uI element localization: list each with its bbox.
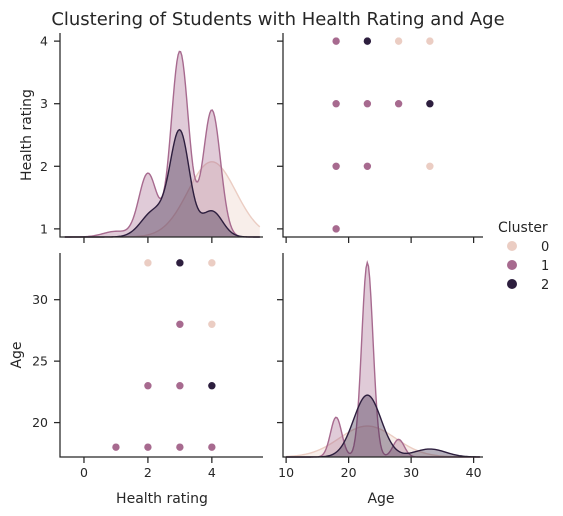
tick-label: 40 [466, 465, 482, 480]
scatter-point [111, 442, 121, 452]
scatter-point [143, 381, 153, 391]
scatter-point [207, 319, 217, 329]
scatter-point [207, 381, 217, 391]
scatter-point [363, 99, 372, 109]
y-axis-label-age: Age [9, 341, 25, 368]
panel-health-vs-age-bottom [111, 258, 217, 452]
scatter-point [331, 224, 341, 234]
panel-health-density [64, 50, 261, 238]
legend-label-cluster-1: 1 [541, 259, 549, 274]
scatter-point [331, 161, 341, 171]
tick-label: 30 [403, 465, 419, 480]
scatter-point [425, 99, 435, 109]
density-fill-cluster-2 [64, 129, 260, 237]
tick-label: 1 [40, 221, 48, 236]
scatter-point [425, 161, 435, 171]
scatter-point [143, 258, 153, 268]
scatter-point [175, 319, 185, 329]
tick-labels: 1 2 3 4 20 25 30 0 2 4 10 20 30 40 [32, 34, 482, 480]
scatter-point [363, 36, 372, 46]
legend-swatch-cluster-0 [507, 241, 517, 251]
tick-label: 4 [40, 34, 48, 49]
scatter-point [331, 36, 341, 46]
scatter-point [363, 161, 372, 171]
tick-label: 0 [80, 465, 88, 480]
panel-age-density [286, 259, 480, 458]
scatter-point [425, 36, 435, 46]
tick-label: 2 [144, 465, 152, 480]
legend-label-cluster-0: 0 [541, 240, 549, 255]
tick-label: 30 [32, 292, 48, 307]
legend: Cluster 0 1 2 [498, 220, 549, 293]
scatter-point [394, 99, 403, 109]
tick-label: 10 [278, 465, 294, 480]
scatter-point [207, 442, 217, 452]
tick-label: 3 [40, 96, 48, 111]
legend-label-cluster-2: 2 [541, 278, 549, 293]
tick-label: 2 [40, 159, 48, 174]
legend-swatch-cluster-2 [507, 279, 517, 289]
scatter-point [331, 99, 341, 109]
scatter-point [175, 258, 185, 268]
legend-title: Cluster [498, 220, 548, 236]
scatter-point [394, 36, 403, 46]
tick-label: 20 [341, 465, 357, 480]
scatter-point [143, 442, 153, 452]
y-axis-label-health: Health rating [19, 89, 35, 181]
x-axis-label-health: Health rating [116, 491, 208, 507]
tick-label: 25 [32, 354, 48, 369]
scatter-point [175, 442, 185, 452]
chart-title: Clustering of Students with Health Ratin… [51, 9, 504, 30]
scatter-point [175, 381, 185, 391]
scatter-point [207, 258, 217, 268]
tick-label: 4 [208, 465, 216, 480]
legend-swatch-cluster-1 [507, 260, 517, 270]
spines [59, 33, 483, 458]
density-fill-cluster-1 [64, 51, 260, 238]
density-fill-cluster-0 [64, 161, 260, 237]
tick-label: 20 [32, 415, 48, 430]
density-fill-cluster-0 [286, 426, 480, 457]
panel-age-vs-health-top [331, 36, 435, 234]
x-axis-label-age: Age [367, 491, 394, 507]
